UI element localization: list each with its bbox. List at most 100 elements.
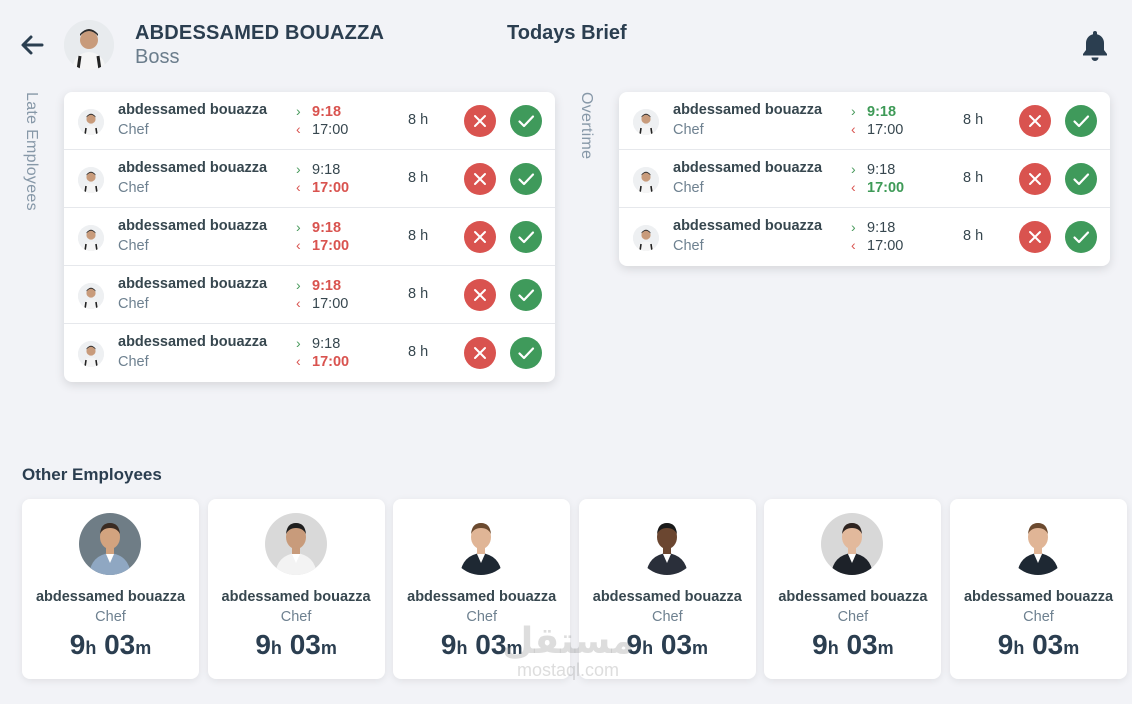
avatar[interactable] <box>633 167 659 193</box>
employee-name: abdessamed bouazza <box>963 589 1114 605</box>
reject-button[interactable] <box>464 279 496 311</box>
reject-button[interactable] <box>464 337 496 369</box>
avatar[interactable] <box>78 225 104 251</box>
employee-card[interactable]: abdessamed bouazza Chef 9h 03m <box>22 499 199 679</box>
check-out-value: 17:00 <box>312 296 349 312</box>
overtime-label: Overtime <box>578 92 595 160</box>
chevron-left-icon: ‹ <box>851 179 856 195</box>
check-out-time: ‹ 17:00 <box>851 179 904 196</box>
avatar[interactable] <box>78 109 104 135</box>
hours-unit: h <box>85 638 97 658</box>
check-in-value: 9:18 <box>312 278 342 294</box>
avatar <box>1007 513 1069 575</box>
employee-card[interactable]: abdessamed bouazza Chef 9h 03m <box>764 499 942 679</box>
check-out-value: 17:00 <box>312 122 349 138</box>
avatar[interactable] <box>78 341 104 367</box>
employee-role: Chef <box>95 609 126 625</box>
check-in-time: › 9:18 <box>296 161 340 178</box>
chevron-right-icon: › <box>851 161 856 177</box>
check-icon <box>518 173 535 186</box>
employee-row: abdessamed bouazza Chef › 9:18 ‹ 17:00 8 h <box>619 150 1110 208</box>
check-in-value: 9:18 <box>312 336 341 352</box>
avatar[interactable] <box>78 167 104 193</box>
worked-time: 9h 03m <box>579 629 756 661</box>
check-in-time: › 9:18 <box>296 335 340 352</box>
employee-card[interactable]: abdessamed bouazza Chef 9h 03m <box>950 499 1127 679</box>
worked-time: 9h 03m <box>208 629 385 661</box>
accept-button[interactable] <box>510 337 542 369</box>
back-button[interactable] <box>18 32 46 58</box>
worked-hours: 9 <box>440 629 457 660</box>
employee-role: Chef <box>673 238 704 254</box>
minutes-unit: m <box>506 638 523 658</box>
avatar[interactable] <box>78 283 104 309</box>
overtime-panel: abdessamed bouazza Chef › 9:18 ‹ 17:00 8 h ab… <box>619 92 1110 266</box>
reject-button[interactable] <box>464 163 496 195</box>
avatar[interactable] <box>633 109 659 135</box>
accept-button[interactable] <box>510 279 542 311</box>
reject-button[interactable] <box>1019 221 1051 253</box>
check-icon <box>518 115 535 128</box>
accept-button[interactable] <box>1065 221 1097 253</box>
check-out-value: 17:00 <box>867 238 904 254</box>
person-avatar-icon <box>78 283 104 309</box>
minutes-unit: m <box>692 638 709 658</box>
other-employees-list: abdessamed bouazza Chef 9h 03m abdessamed b… <box>22 499 1132 679</box>
worked-hours: 8 h <box>408 286 429 302</box>
check-out-value: 17:00 <box>867 122 904 138</box>
employee-role: Chef <box>673 122 704 138</box>
avatar[interactable] <box>64 20 114 70</box>
employee-row: abdessamed bouazza Chef › 9:18 ‹ 17:00 8 h <box>64 208 555 266</box>
worked-minutes: 03 <box>289 629 321 660</box>
check-in-value: 9:18 <box>867 104 897 120</box>
accept-button[interactable] <box>1065 163 1097 195</box>
worked-time: 9h 03m <box>950 629 1127 661</box>
person-avatar-icon <box>1007 513 1069 575</box>
avatar[interactable] <box>633 225 659 251</box>
reject-button[interactable] <box>1019 105 1051 137</box>
check-in-time: › 9:18 <box>296 219 341 236</box>
reject-button[interactable] <box>464 221 496 253</box>
reject-button[interactable] <box>1019 163 1051 195</box>
worked-minutes: 03 <box>475 629 507 660</box>
worked-minutes: 03 <box>1032 629 1064 660</box>
worked-minutes: 03 <box>660 629 693 660</box>
employee-role: Chef <box>651 609 683 625</box>
check-icon <box>1073 173 1090 186</box>
accept-button[interactable] <box>510 221 542 253</box>
hours-unit: h <box>642 638 654 658</box>
x-icon <box>1029 231 1041 243</box>
employee-role: Chef <box>118 354 149 370</box>
other-employees-title: Other Employees <box>22 465 162 484</box>
avatar <box>79 513 141 575</box>
chevron-right-icon: › <box>296 277 301 293</box>
worked-minutes: 03 <box>846 629 878 660</box>
employee-name: abdessamed bouazza <box>407 589 557 605</box>
notifications-button[interactable] <box>1080 28 1110 62</box>
avatar <box>264 513 327 575</box>
person-avatar-icon <box>78 341 104 367</box>
arrow-left-icon <box>21 35 44 55</box>
accept-button[interactable] <box>1065 105 1097 137</box>
worked-minutes: 03 <box>104 629 136 660</box>
minutes-unit: m <box>1063 638 1080 658</box>
employee-card[interactable]: abdessamed bouazza Chef 9h 03m <box>393 499 571 679</box>
accept-button[interactable] <box>510 163 542 195</box>
reject-button[interactable] <box>464 105 496 137</box>
employee-role: Chef <box>118 122 149 138</box>
chevron-right-icon: › <box>296 161 301 177</box>
profile-name: ABDESSAMED BOUAZZA <box>135 22 385 44</box>
person-avatar-icon <box>79 513 141 575</box>
employee-role: Chef <box>837 609 869 625</box>
check-out-time: ‹ 17:00 <box>296 179 349 196</box>
x-icon <box>474 173 486 185</box>
person-avatar-icon <box>633 225 659 251</box>
employee-card[interactable]: abdessamed bouazza Chef 9h 03m <box>578 499 756 679</box>
accept-button[interactable] <box>510 105 542 137</box>
employee-card[interactable]: abdessamed bouazza Chef 9h 03m <box>207 499 385 679</box>
x-icon <box>474 115 486 127</box>
late-employees-panel: abdessamed bouazza Chef › 9:18 ‹ 17:00 8 h ab… <box>64 92 555 382</box>
x-icon <box>474 231 486 243</box>
check-in-time: › 9:18 <box>296 277 341 294</box>
employee-row: abdessamed bouazza Chef › 9:18 ‹ 17:00 8 h <box>619 92 1110 150</box>
